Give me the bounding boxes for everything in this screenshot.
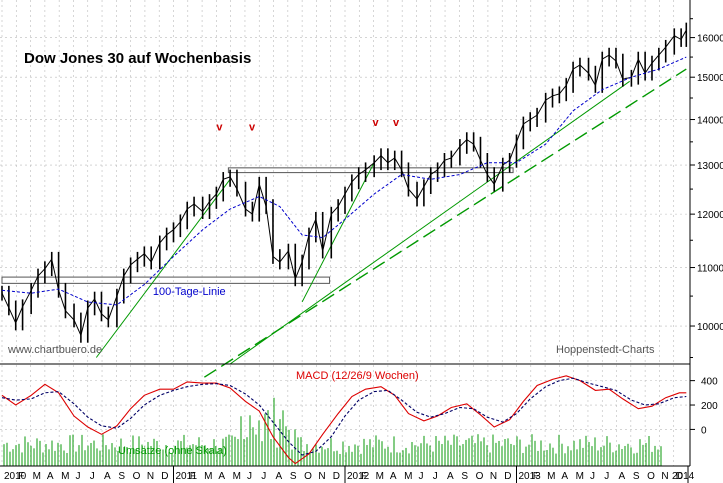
- month-tick-label: A: [447, 471, 454, 482]
- year-tick-label: 2010: [4, 471, 27, 482]
- price-tick-label: 11000: [697, 264, 723, 275]
- month-tick-label: M: [404, 471, 412, 482]
- month-tick-label: O: [133, 471, 141, 482]
- trend-line: [95, 179, 231, 358]
- month-tick-label: O: [647, 471, 655, 482]
- volume-bars: [3, 397, 662, 466]
- resistance-box: [227, 167, 514, 174]
- month-tick-label: S: [633, 471, 640, 482]
- price-tick-label: 16000: [697, 34, 723, 45]
- month-tick-label: M: [376, 471, 384, 482]
- macd-tick-label: 400: [701, 377, 718, 388]
- price-tick-label: 15000: [697, 73, 723, 84]
- year-tick-label: 2013: [519, 471, 542, 482]
- month-tick-label: O: [476, 471, 484, 482]
- month-tick-label: D: [676, 471, 683, 482]
- month-tick-label: J: [590, 471, 595, 482]
- month-tick-label: J: [247, 471, 252, 482]
- month-tick-label: A: [276, 471, 283, 482]
- signal-marker: v: [372, 117, 379, 129]
- year-tick-label: 2011: [176, 471, 198, 482]
- month-tick-label: N: [318, 471, 325, 482]
- month-tick-label: M: [61, 471, 69, 482]
- series-layer: [1, 22, 688, 465]
- price-tick-label: 12000: [697, 210, 723, 221]
- month-tick-label: M: [233, 471, 241, 482]
- year-tick-label: 2012: [347, 471, 370, 482]
- month-tick-label: F: [190, 471, 196, 482]
- macd-tick-label: 0: [701, 425, 707, 436]
- month-tick-label: N: [490, 471, 497, 482]
- source-right: Hoppenstedt-Charts: [556, 344, 655, 356]
- month-tick-label: J: [261, 471, 266, 482]
- signal-marker: v: [249, 122, 256, 134]
- trend-line: [229, 80, 630, 365]
- month-tick-label: S: [461, 471, 468, 482]
- month-tick-label: O: [304, 471, 312, 482]
- resistance-box: [1, 276, 331, 284]
- chart-title: Dow Jones 30 auf Wochenbasis: [24, 50, 251, 67]
- price-tick-label: 10000: [697, 322, 723, 333]
- month-tick-label: M: [33, 471, 41, 482]
- month-tick-label: J: [418, 471, 423, 482]
- month-tick-label: D: [504, 471, 511, 482]
- month-tick-label: M: [204, 471, 212, 482]
- month-tick-label: D: [161, 471, 168, 482]
- month-tick-label: J: [433, 471, 438, 482]
- month-tick-label: J: [90, 471, 95, 482]
- month-tick-label: J: [75, 471, 80, 482]
- trend-line: [301, 162, 375, 303]
- month-tick-label: A: [104, 471, 111, 482]
- month-tick-label: A: [47, 471, 54, 482]
- ma-label: 100-Tage-Linie: [153, 286, 226, 298]
- macd-title: MACD (12/26/9 Wochen): [296, 370, 419, 382]
- month-tick-label: J: [604, 471, 609, 482]
- price-tick-label: 14000: [697, 116, 723, 127]
- month-tick-label: S: [118, 471, 125, 482]
- macd-tick-label: 200: [701, 401, 718, 412]
- signal-marker: v: [393, 117, 400, 129]
- moving-average-line: [1, 56, 687, 306]
- month-tick-label: F: [18, 471, 24, 482]
- month-tick-label: D: [333, 471, 340, 482]
- trend-line: [203, 68, 687, 378]
- month-tick-label: F: [533, 471, 539, 482]
- month-tick-label: A: [390, 471, 397, 482]
- month-tick-label: A: [218, 471, 225, 482]
- signal-marker: v: [216, 122, 223, 134]
- month-tick-label: N: [147, 471, 154, 482]
- year-tick-label: 2014: [672, 471, 695, 482]
- month-tick-label: A: [561, 471, 568, 482]
- month-tick-label: M: [576, 471, 584, 482]
- price-line: [1, 29, 687, 337]
- trend-lines: [1, 68, 687, 378]
- month-tick-label: A: [619, 471, 626, 482]
- price-tick-label: 13000: [697, 161, 723, 172]
- month-tick-label: S: [290, 471, 297, 482]
- month-tick-label: N: [661, 471, 668, 482]
- signal-line: [1, 377, 687, 456]
- source-left: www.chartbuero.de: [7, 344, 102, 356]
- month-tick-label: M: [547, 471, 555, 482]
- month-tick-label: F: [361, 471, 367, 482]
- volume-label: Umsätze (ohne Skala): [118, 445, 227, 457]
